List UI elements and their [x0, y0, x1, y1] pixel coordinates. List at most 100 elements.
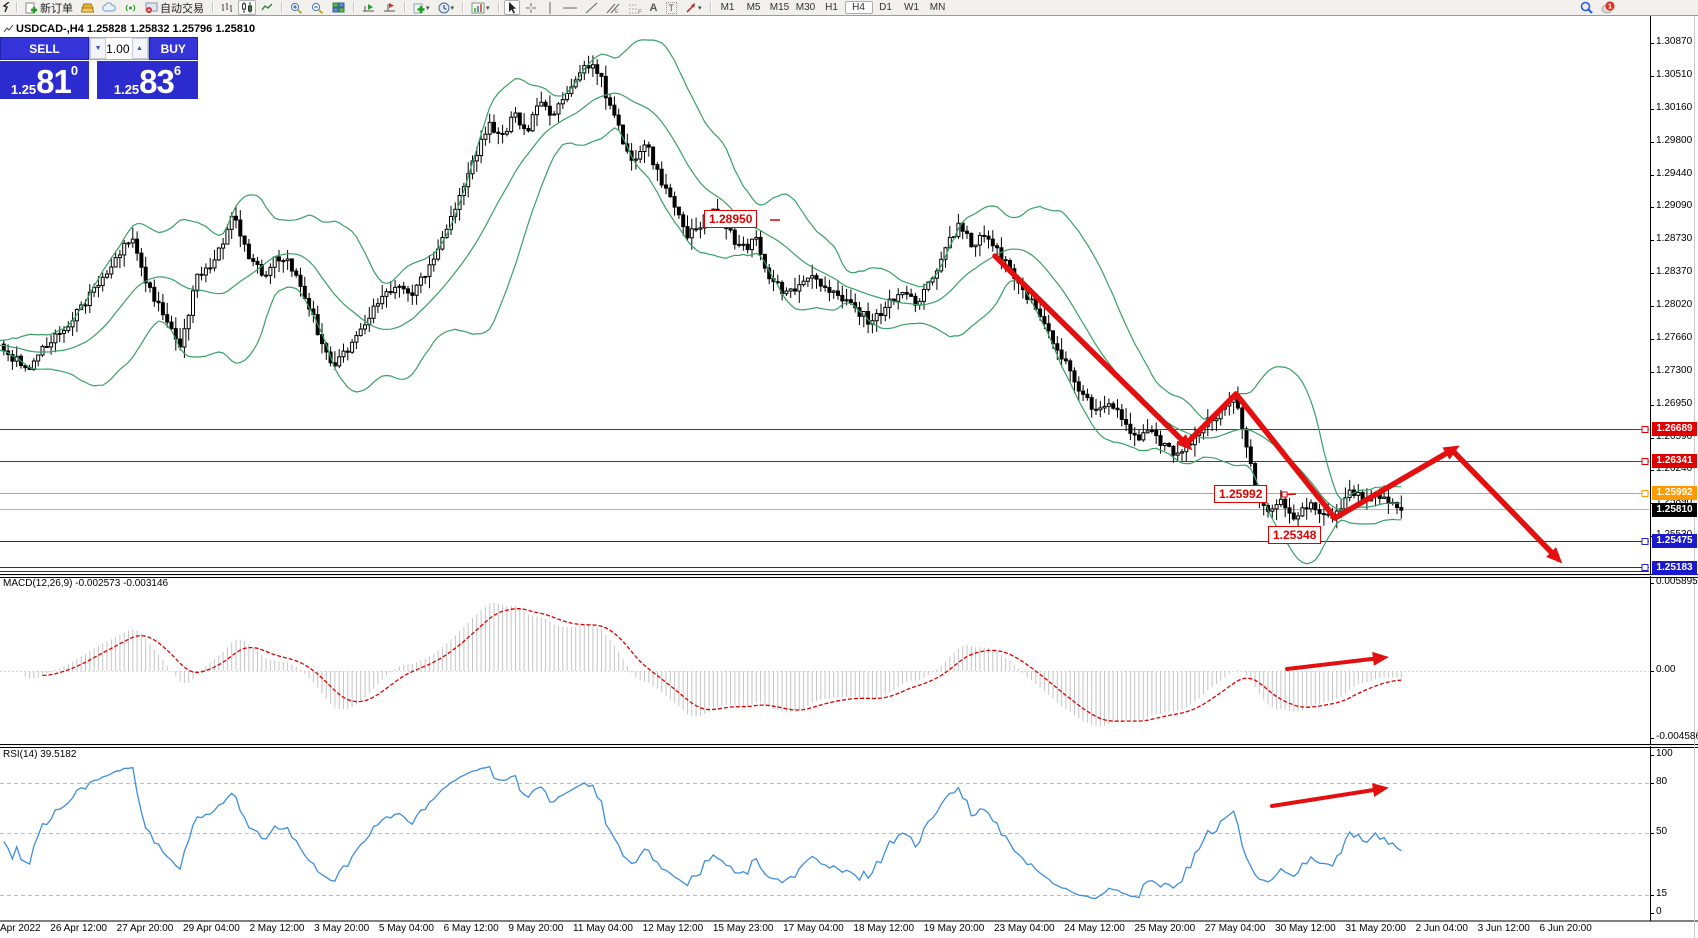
chevron-down-icon: ▾ — [450, 4, 455, 12]
timeframe-M1[interactable]: M1 — [720, 2, 735, 13]
price-callout[interactable]: 1.28950 — [704, 210, 758, 228]
text-label-icon: T — [665, 1, 677, 14]
rsi-scale-tick: 15 — [1656, 888, 1668, 899]
macd-indicator-label: MACD(12,26,9) -0.002573 -0.003146 — [3, 578, 169, 589]
timeframe-W1[interactable]: W1 — [904, 2, 920, 13]
line-chart-icon — [261, 3, 273, 11]
zoom-in-icon — [290, 2, 303, 14]
price-tick: 1.27300 — [1656, 365, 1693, 376]
time-tick: 6 May 12:00 — [443, 923, 499, 934]
buy-price-sup: 6 — [173, 63, 182, 78]
price-callout[interactable]: 1.25992 — [1214, 485, 1268, 503]
sell-price-display[interactable]: 1.25 81 0 — [0, 61, 89, 99]
time-axis: Apr 2022 26 Apr 12:00 27 Apr 20:00 29 Apr 0… — [0, 923, 1592, 934]
macd-scale-tick: 0.005895 — [1656, 576, 1698, 587]
periods-button[interactable]: ▾ — [435, 1, 458, 14]
signal-button[interactable] — [121, 1, 140, 14]
time-tick: 6 Jun 20:00 — [1539, 923, 1592, 934]
new-order-icon — [25, 2, 37, 13]
templates-button[interactable]: ▾ — [468, 1, 493, 14]
sell-price-sup: 0 — [70, 63, 79, 78]
line-chart-button[interactable] — [258, 1, 276, 14]
zoom-in-button[interactable] — [287, 1, 306, 14]
cloud-button[interactable] — [99, 1, 119, 14]
timeframe-D1[interactable]: D1 — [879, 2, 892, 13]
chart-fragment-icon[interactable] — [1, 1, 11, 14]
chart-title: USDCAD-,H4 1.25828 1.25832 1.25796 1.258… — [4, 23, 255, 35]
toolbar-separator — [404, 2, 405, 13]
candlestick-chart-button[interactable] — [238, 0, 256, 15]
sell-button[interactable]: SELL — [0, 37, 90, 60]
text-tool-button[interactable]: A — [647, 1, 661, 14]
gold-button[interactable] — [78, 1, 97, 14]
cursor-tool-button[interactable] — [503, 0, 520, 15]
timeframe-M5[interactable]: M5 — [746, 2, 761, 13]
indicators-button[interactable]: ▾ — [410, 1, 433, 14]
time-tick: 31 May 20:00 — [1345, 923, 1406, 934]
search-button[interactable] — [1577, 1, 1596, 14]
volume-value[interactable]: 1.00 — [106, 41, 130, 56]
gold-icon — [81, 3, 94, 13]
price-level-label: 1.25992 — [1652, 486, 1697, 500]
horizontal-line-tool-button[interactable] — [560, 1, 580, 14]
fibonacci-tool-button[interactable]: F — [625, 1, 645, 14]
time-tick: Apr 2022 — [0, 923, 41, 934]
cloud-icon — [102, 2, 116, 12]
chart-shift-icon — [384, 3, 395, 12]
price-tick: 1.28730 — [1656, 233, 1693, 244]
crosshair-tool-button[interactable] — [522, 1, 540, 14]
timeframe-MN[interactable]: MN — [929, 2, 946, 13]
tile-windows-button[interactable] — [329, 1, 348, 14]
template-chart-icon — [471, 2, 485, 13]
time-tick: 3 May 20:00 — [314, 923, 370, 934]
toolbar-separator — [212, 2, 213, 13]
price-tick: 1.26950 — [1656, 398, 1693, 409]
svg-text:E: E — [615, 9, 619, 14]
buy-price-display[interactable]: 1.25 83 6 — [97, 61, 198, 99]
price-tick: 1.26590 — [1656, 431, 1693, 442]
toolbar-separator — [16, 2, 17, 13]
rsi-indicator-label: RSI(14) 39.5182 — [3, 749, 77, 760]
autotrade-button[interactable]: 自动交易 — [142, 1, 207, 15]
price-tick: 1.30160 — [1656, 102, 1693, 113]
text-label-tool-button[interactable]: T — [663, 1, 681, 14]
price-tick: 1.28370 — [1656, 266, 1693, 277]
rsi-scale-tick: 100 — [1656, 748, 1673, 759]
crosshair-icon — [525, 2, 536, 13]
auto-scroll-button[interactable] — [359, 1, 378, 14]
timeframe-H1[interactable]: H1 — [825, 2, 838, 13]
zoom-out-button[interactable] — [308, 1, 327, 14]
clock-icon — [438, 2, 450, 13]
time-tick: 23 May 04:00 — [993, 923, 1055, 934]
candlestick-chart-icon — [242, 2, 252, 13]
macd-scale-tick: 0.00 — [1656, 664, 1676, 675]
rsi-scale-tick: 80 — [1656, 776, 1668, 787]
new-order-button[interactable]: 新订单 — [22, 1, 76, 15]
channel-tool-button[interactable]: E — [603, 1, 623, 14]
signal-icon — [125, 4, 136, 12]
price-callout[interactable]: 1.25348 — [1268, 526, 1322, 544]
trendline-tool-button[interactable] — [582, 1, 601, 14]
time-tick: 12 May 12:00 — [642, 923, 704, 934]
timeframe-group: M1 M5 M15 M30 H1 H4 D1 W1 MN — [715, 1, 951, 14]
price-level-label: 1.26689 — [1652, 422, 1697, 436]
arrows-tool-button[interactable]: ▾ — [682, 1, 705, 14]
chart-shift-button[interactable] — [380, 1, 399, 14]
volume-increase-button[interactable]: ▲ — [131, 38, 148, 59]
buy-price-big: 83 — [139, 63, 175, 100]
vertical-line-tool-button[interactable] — [542, 1, 558, 14]
timeframe-M30[interactable]: M30 — [795, 2, 816, 13]
notification-badge-icon: 1 — [1601, 1, 1615, 14]
volume-decrease-button[interactable]: ▼ — [90, 38, 107, 59]
timeframe-M15[interactable]: M15 — [769, 2, 790, 13]
time-tick: 25 May 20:00 — [1134, 923, 1196, 934]
time-tick: 19 May 20:00 — [923, 923, 985, 934]
bar-chart-button[interactable] — [218, 1, 236, 14]
trendline-icon — [585, 2, 597, 13]
notifications-button[interactable]: 1 — [1598, 1, 1619, 14]
time-tick: 24 May 12:00 — [1064, 923, 1125, 934]
timeframe-H4[interactable]: H4 — [844, 1, 873, 14]
buy-button[interactable]: BUY — [148, 37, 198, 60]
